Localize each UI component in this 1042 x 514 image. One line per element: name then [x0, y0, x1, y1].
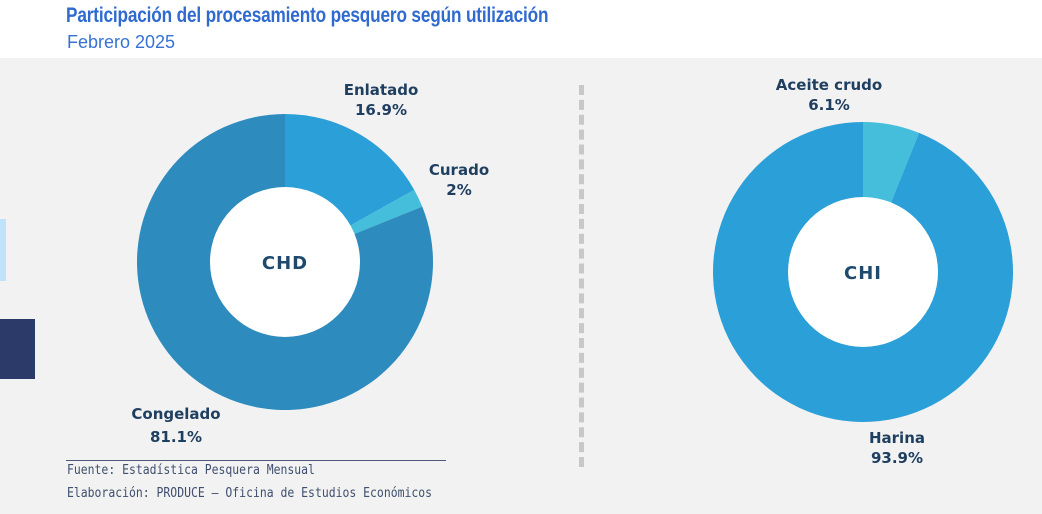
- chd-donut-chart: CHD Enlatado 16.9% Curado 2% Congelado 8…: [131, 81, 489, 446]
- label-curado-name: Curado: [429, 161, 489, 179]
- label-harina-value: 93.9%: [871, 449, 923, 467]
- label-enlatado-name: Enlatado: [344, 81, 419, 99]
- chart-subtitle: Febrero 2025: [67, 32, 176, 52]
- label-curado-value: 2%: [446, 181, 471, 199]
- label-enlatado-value: 16.9%: [355, 101, 407, 119]
- label-harina-name: Harina: [869, 429, 925, 447]
- label-congelado-value: 81.1%: [150, 428, 202, 446]
- decorative-bar-dark: [0, 319, 35, 379]
- chart-title: Participación del procesamiento pesquero…: [66, 4, 549, 27]
- label-congelado-name: Congelado: [131, 405, 220, 423]
- chi-donut-chart: CHI Aceite crudo 6.1% Harina 93.9%: [713, 76, 1014, 467]
- label-aceite-crudo-name: Aceite crudo: [776, 76, 882, 94]
- chd-donut-hole: [210, 187, 360, 337]
- chi-donut-hole: [788, 197, 938, 347]
- chart-divider: [579, 85, 584, 467]
- chi-center-label: CHI: [844, 263, 882, 284]
- chd-center-label: CHD: [262, 253, 308, 274]
- label-aceite-crudo-value: 6.1%: [808, 96, 850, 114]
- header: Participación del procesamiento pesquero…: [0, 0, 1042, 58]
- decorative-bar-light: [0, 219, 6, 281]
- footer-source: Fuente: Estadística Pesquera Mensual: [67, 463, 315, 478]
- footer-divider: [66, 460, 446, 461]
- footer-elaboration: Elaboración: PRODUCE – Oficina de Estudi…: [67, 486, 433, 501]
